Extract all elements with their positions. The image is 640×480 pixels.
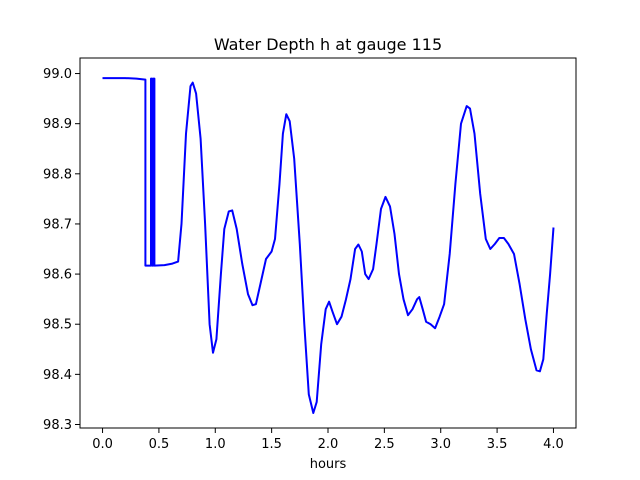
y-tick-label: 98.8 — [43, 167, 72, 182]
y-tick-label: 98.4 — [43, 368, 72, 383]
x-tick-label: 0.0 — [92, 437, 113, 452]
x-axis: 0.0 0.5 1.0 1.5 2.0 2.5 3.0 3.5 4.0 — [92, 428, 564, 452]
x-tick-label: 2.5 — [374, 437, 395, 452]
x-axis-label: hours — [310, 457, 347, 472]
y-tick-label: 98.3 — [43, 418, 72, 433]
y-axis: 98.3 98.4 98.5 98.6 98.7 98.8 98.9 99.0 — [43, 67, 80, 433]
chart-title: Water Depth h at gauge 115 — [214, 35, 442, 54]
y-tick-label: 98.6 — [43, 268, 72, 283]
x-tick-label: 0.5 — [149, 437, 170, 452]
x-tick-label: 1.0 — [205, 437, 226, 452]
y-tick-label: 98.9 — [43, 117, 72, 132]
y-tick-label: 98.7 — [43, 217, 72, 232]
series-line — [102, 77, 555, 414]
x-tick-label: 2.0 — [318, 437, 339, 452]
x-tick-label: 4.0 — [543, 437, 564, 452]
x-tick-label: 1.5 — [261, 437, 282, 452]
x-tick-label: 3.0 — [430, 437, 451, 452]
x-tick-label: 3.5 — [487, 437, 508, 452]
y-tick-label: 99.0 — [43, 67, 72, 82]
y-tick-label: 98.5 — [43, 318, 72, 333]
